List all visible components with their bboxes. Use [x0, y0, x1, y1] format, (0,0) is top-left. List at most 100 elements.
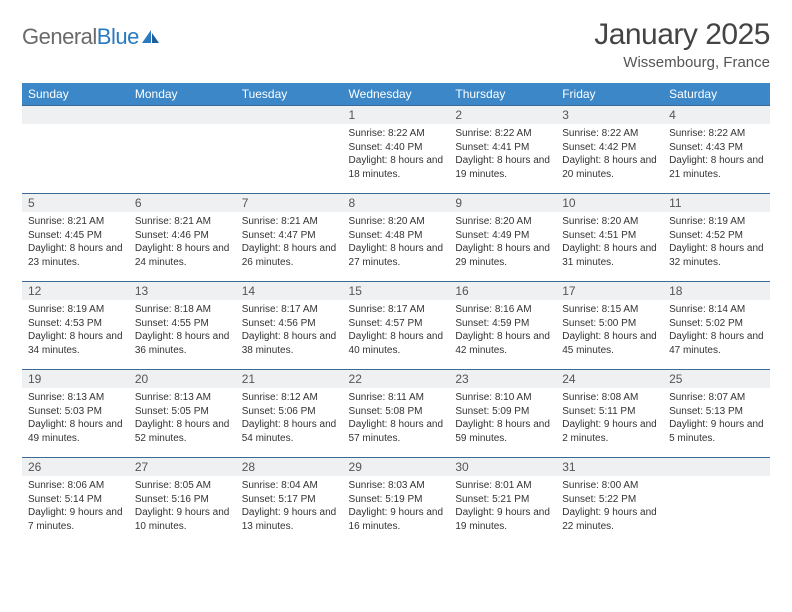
calendar-week-row: 19Sunrise: 8:13 AMSunset: 5:03 PMDayligh… [22, 370, 770, 458]
sunset-line: Sunset: 5:08 PM [349, 405, 444, 419]
day-details: Sunrise: 8:11 AMSunset: 5:08 PMDaylight:… [343, 388, 450, 450]
day-details: Sunrise: 8:22 AMSunset: 4:41 PMDaylight:… [449, 124, 556, 186]
day-number: 7 [236, 194, 343, 212]
day-details: Sunrise: 8:17 AMSunset: 4:56 PMDaylight:… [236, 300, 343, 362]
weekday-header: Wednesday [343, 83, 450, 106]
calendar-cell: 19Sunrise: 8:13 AMSunset: 5:03 PMDayligh… [22, 370, 129, 458]
sunset-line: Sunset: 5:13 PM [669, 405, 764, 419]
calendar-cell: 1Sunrise: 8:22 AMSunset: 4:40 PMDaylight… [343, 106, 450, 194]
daylight-line: Daylight: 8 hours and 59 minutes. [455, 418, 550, 445]
logo-word-2: Blue [97, 24, 139, 49]
day-details: Sunrise: 8:19 AMSunset: 4:53 PMDaylight:… [22, 300, 129, 362]
day-number: 19 [22, 370, 129, 388]
calendar-cell: 10Sunrise: 8:20 AMSunset: 4:51 PMDayligh… [556, 194, 663, 282]
sunset-line: Sunset: 4:46 PM [135, 229, 230, 243]
day-details: Sunrise: 8:00 AMSunset: 5:22 PMDaylight:… [556, 476, 663, 538]
day-number: 30 [449, 458, 556, 476]
day-number: 11 [663, 194, 770, 212]
day-details: Sunrise: 8:15 AMSunset: 5:00 PMDaylight:… [556, 300, 663, 362]
weekday-header: Monday [129, 83, 236, 106]
title-block: January 2025 Wissembourg, France [594, 18, 770, 71]
daylight-line: Daylight: 8 hours and 38 minutes. [242, 330, 337, 357]
sunrise-line: Sunrise: 8:21 AM [135, 215, 230, 229]
sunrise-line: Sunrise: 8:17 AM [242, 303, 337, 317]
day-number: 16 [449, 282, 556, 300]
sunset-line: Sunset: 4:41 PM [455, 141, 550, 155]
sunrise-line: Sunrise: 8:18 AM [135, 303, 230, 317]
calendar-cell [129, 106, 236, 194]
day-number: 15 [343, 282, 450, 300]
daylight-line: Daylight: 8 hours and 45 minutes. [562, 330, 657, 357]
sunset-line: Sunset: 5:17 PM [242, 493, 337, 507]
sunset-line: Sunset: 4:40 PM [349, 141, 444, 155]
daylight-line: Daylight: 8 hours and 42 minutes. [455, 330, 550, 357]
sunset-line: Sunset: 4:45 PM [28, 229, 123, 243]
day-details: Sunrise: 8:07 AMSunset: 5:13 PMDaylight:… [663, 388, 770, 450]
daylight-line: Daylight: 8 hours and 21 minutes. [669, 154, 764, 181]
day-number: 13 [129, 282, 236, 300]
daylight-line: Daylight: 9 hours and 16 minutes. [349, 506, 444, 533]
sunset-line: Sunset: 5:22 PM [562, 493, 657, 507]
calendar-week-row: 26Sunrise: 8:06 AMSunset: 5:14 PMDayligh… [22, 458, 770, 546]
sunset-line: Sunset: 5:14 PM [28, 493, 123, 507]
day-details: Sunrise: 8:20 AMSunset: 4:49 PMDaylight:… [449, 212, 556, 274]
calendar-cell: 4Sunrise: 8:22 AMSunset: 4:43 PMDaylight… [663, 106, 770, 194]
calendar-cell [663, 458, 770, 546]
calendar-cell: 16Sunrise: 8:16 AMSunset: 4:59 PMDayligh… [449, 282, 556, 370]
sunrise-line: Sunrise: 8:13 AM [28, 391, 123, 405]
sunset-line: Sunset: 4:42 PM [562, 141, 657, 155]
day-details: Sunrise: 8:16 AMSunset: 4:59 PMDaylight:… [449, 300, 556, 362]
daylight-line: Daylight: 8 hours and 19 minutes. [455, 154, 550, 181]
daylight-line: Daylight: 8 hours and 32 minutes. [669, 242, 764, 269]
calendar-cell: 30Sunrise: 8:01 AMSunset: 5:21 PMDayligh… [449, 458, 556, 546]
day-number-empty [129, 106, 236, 124]
daylight-line: Daylight: 8 hours and 31 minutes. [562, 242, 657, 269]
calendar-cell: 23Sunrise: 8:10 AMSunset: 5:09 PMDayligh… [449, 370, 556, 458]
sunset-line: Sunset: 4:55 PM [135, 317, 230, 331]
day-details: Sunrise: 8:08 AMSunset: 5:11 PMDaylight:… [556, 388, 663, 450]
daylight-line: Daylight: 8 hours and 20 minutes. [562, 154, 657, 181]
calendar-cell: 5Sunrise: 8:21 AMSunset: 4:45 PMDaylight… [22, 194, 129, 282]
calendar-cell: 12Sunrise: 8:19 AMSunset: 4:53 PMDayligh… [22, 282, 129, 370]
sunrise-line: Sunrise: 8:03 AM [349, 479, 444, 493]
day-number: 21 [236, 370, 343, 388]
calendar-cell: 8Sunrise: 8:20 AMSunset: 4:48 PMDaylight… [343, 194, 450, 282]
calendar-cell [22, 106, 129, 194]
day-details: Sunrise: 8:14 AMSunset: 5:02 PMDaylight:… [663, 300, 770, 362]
daylight-line: Daylight: 9 hours and 5 minutes. [669, 418, 764, 445]
day-details: Sunrise: 8:19 AMSunset: 4:52 PMDaylight:… [663, 212, 770, 274]
sunrise-line: Sunrise: 8:22 AM [669, 127, 764, 141]
day-details: Sunrise: 8:05 AMSunset: 5:16 PMDaylight:… [129, 476, 236, 538]
sunrise-line: Sunrise: 8:19 AM [669, 215, 764, 229]
day-number-empty [663, 458, 770, 476]
logo: GeneralBlue [22, 18, 160, 50]
sunrise-line: Sunrise: 8:11 AM [349, 391, 444, 405]
day-number: 5 [22, 194, 129, 212]
daylight-line: Daylight: 8 hours and 27 minutes. [349, 242, 444, 269]
sunrise-line: Sunrise: 8:22 AM [455, 127, 550, 141]
day-number: 1 [343, 106, 450, 124]
day-number: 4 [663, 106, 770, 124]
sunset-line: Sunset: 5:06 PM [242, 405, 337, 419]
sunrise-line: Sunrise: 8:14 AM [669, 303, 764, 317]
day-details: Sunrise: 8:20 AMSunset: 4:51 PMDaylight:… [556, 212, 663, 274]
daylight-line: Daylight: 9 hours and 7 minutes. [28, 506, 123, 533]
sunrise-line: Sunrise: 8:05 AM [135, 479, 230, 493]
weekday-header: Thursday [449, 83, 556, 106]
day-number: 28 [236, 458, 343, 476]
day-number: 27 [129, 458, 236, 476]
sunset-line: Sunset: 4:52 PM [669, 229, 764, 243]
daylight-line: Daylight: 8 hours and 29 minutes. [455, 242, 550, 269]
day-number: 9 [449, 194, 556, 212]
day-number: 24 [556, 370, 663, 388]
day-number: 22 [343, 370, 450, 388]
sunset-line: Sunset: 4:48 PM [349, 229, 444, 243]
daylight-line: Daylight: 8 hours and 36 minutes. [135, 330, 230, 357]
logo-word-1: General [22, 24, 97, 49]
sunset-line: Sunset: 5:09 PM [455, 405, 550, 419]
sunrise-line: Sunrise: 8:22 AM [562, 127, 657, 141]
daylight-line: Daylight: 8 hours and 57 minutes. [349, 418, 444, 445]
daylight-line: Daylight: 8 hours and 24 minutes. [135, 242, 230, 269]
calendar-cell: 14Sunrise: 8:17 AMSunset: 4:56 PMDayligh… [236, 282, 343, 370]
calendar-cell: 22Sunrise: 8:11 AMSunset: 5:08 PMDayligh… [343, 370, 450, 458]
